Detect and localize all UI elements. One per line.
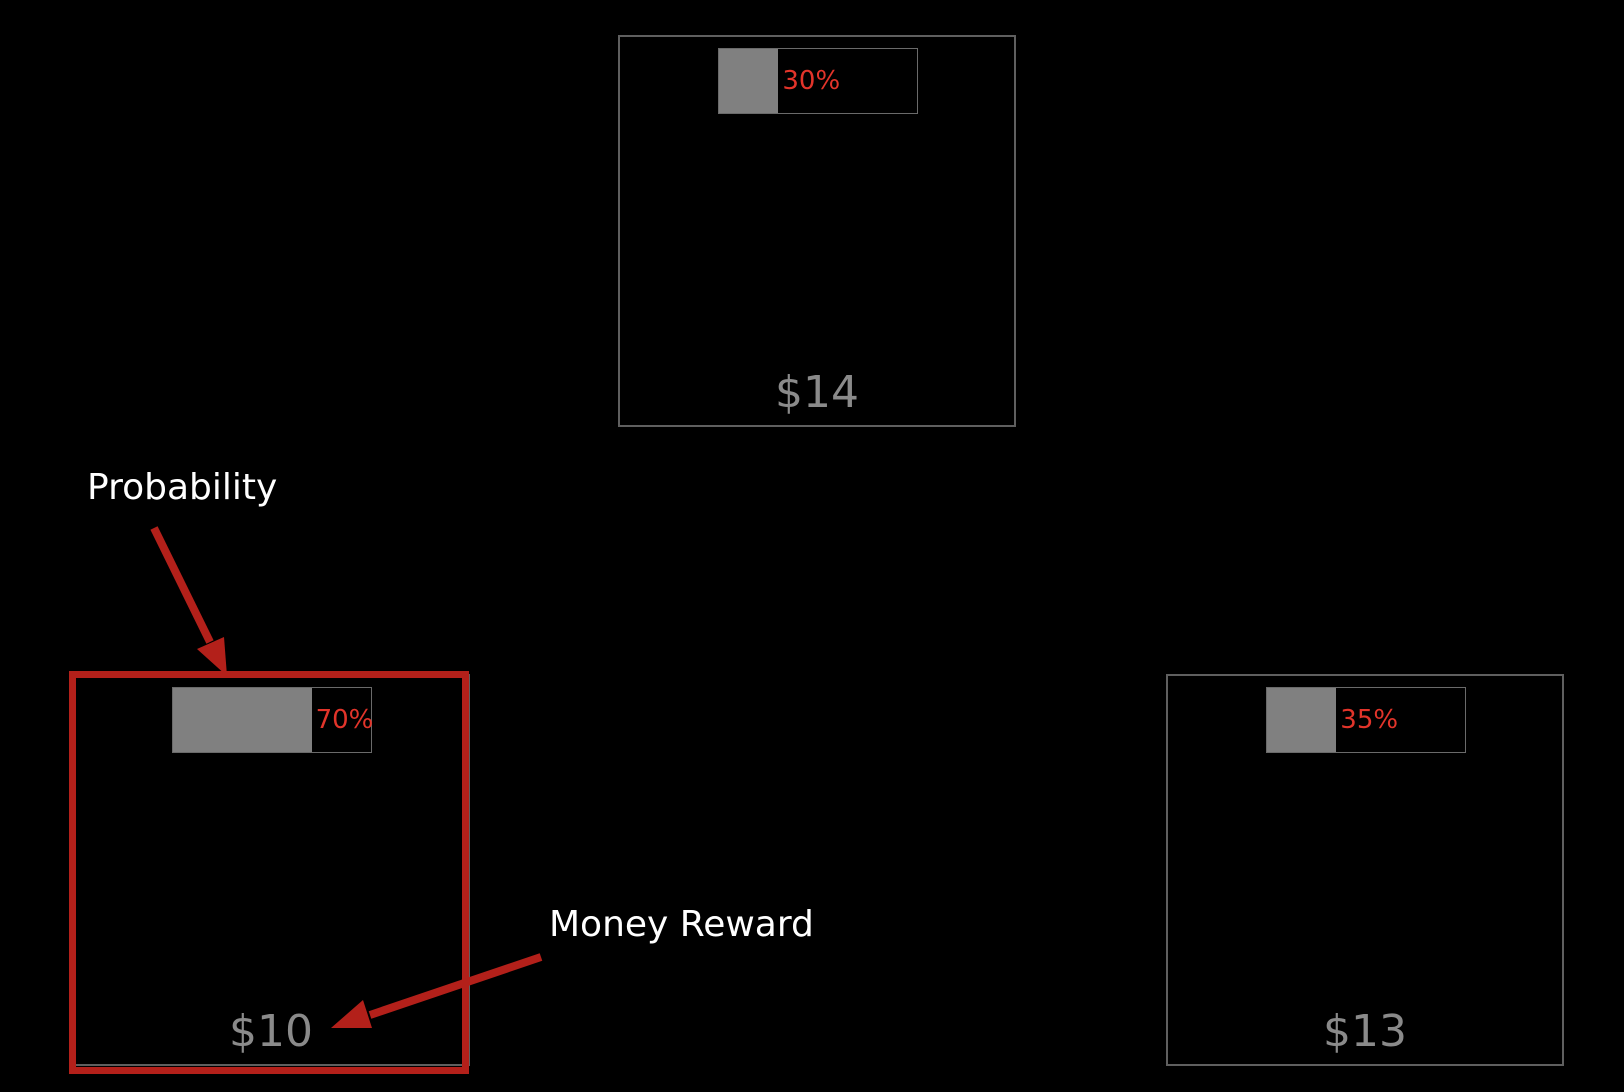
probability-bar-fill	[719, 49, 779, 113]
probability-label: 35%	[1340, 705, 1399, 735]
highlight-frame	[69, 671, 469, 1074]
probability-label: 70%	[315, 705, 374, 735]
money-reward-callout: Money Reward	[549, 904, 814, 945]
option-bottom-left[interactable]: 70% $10	[72, 674, 470, 1066]
probability-bar: 70%	[172, 687, 374, 753]
probability-bar-fill	[1267, 688, 1337, 752]
reward-amount: $13	[1323, 1006, 1407, 1057]
probability-label: 30%	[782, 66, 841, 96]
probability-bar-fill	[173, 688, 312, 752]
probability-callout: Probability	[87, 467, 278, 508]
option-top[interactable]: 30% $14	[618, 35, 1016, 427]
option-bottom-right[interactable]: 35% $13	[1166, 674, 1564, 1066]
reward-amount: $10	[229, 1006, 313, 1057]
money-reward-arrow	[331, 953, 543, 1028]
reward-amount: $14	[775, 367, 859, 418]
probability-arrow	[150, 526, 227, 676]
probability-bar: 35%	[1266, 687, 1466, 753]
probability-bar: 30%	[718, 48, 918, 114]
